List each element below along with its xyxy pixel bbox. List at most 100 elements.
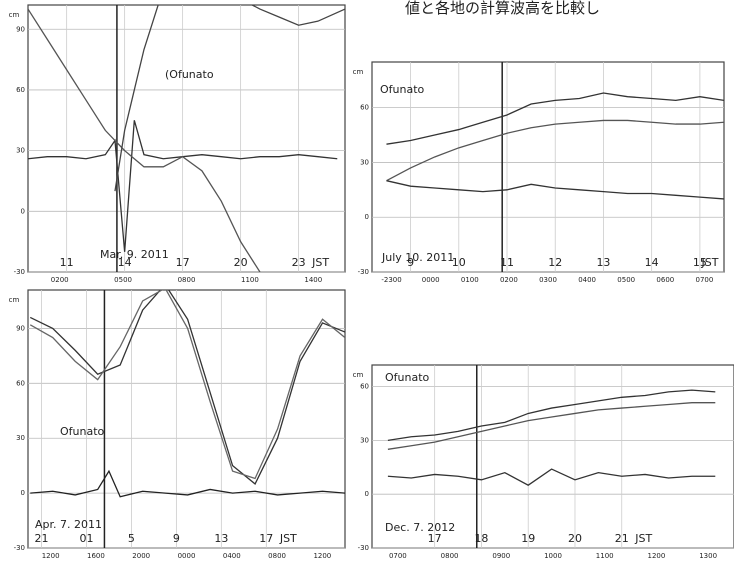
x-tick-label: 12 [548, 256, 562, 269]
x2-label: 1200 [313, 552, 331, 560]
x-tick-label: 21 [615, 532, 629, 545]
series-line [114, 5, 159, 192]
series-line [29, 290, 345, 480]
date-label: Apr. 7. 2011 [35, 518, 102, 531]
x-tick-label: 5 [128, 532, 135, 545]
y-unit: cm [353, 68, 364, 76]
x2-label: 1100 [241, 276, 259, 284]
station-label: (Ofunato [165, 68, 214, 81]
series-line [387, 402, 716, 450]
series-line [386, 180, 724, 200]
x-tick-label: 9 [173, 532, 180, 545]
series-line [30, 469, 345, 498]
y-tick-label: 60 [360, 104, 369, 112]
x-tick-label: 17 [176, 256, 190, 269]
x-tick-label: 13 [214, 532, 228, 545]
x-tick-label: 15 [693, 256, 707, 269]
y-tick-label: -30 [14, 544, 25, 552]
x2-label: 0400 [578, 276, 596, 284]
x2-label: 0500 [114, 276, 132, 284]
y-tick-label: 30 [16, 147, 25, 155]
x2-label: 2000 [132, 552, 150, 560]
x-tick-label: 23 [292, 256, 306, 269]
y-tick-label: 90 [16, 25, 25, 33]
x-tick-label: 21 [34, 532, 48, 545]
y-unit: cm [353, 371, 364, 379]
series-line [386, 92, 724, 145]
station-label: Ofunato [385, 371, 430, 384]
y-unit: cm [9, 296, 20, 304]
x-tick-label: 11 [500, 256, 514, 269]
y-tick-label: 30 [360, 158, 369, 166]
x2-label: 1200 [42, 552, 60, 560]
x-tick-label: 9 [407, 256, 414, 269]
x2-label: 0800 [441, 552, 459, 560]
x-tick-label: 18 [474, 532, 488, 545]
x-tick-label: 11 [60, 256, 74, 269]
x2-label: 0600 [656, 276, 674, 284]
y-tick-label: 0 [365, 490, 369, 498]
plot-frame [27, 4, 346, 273]
series-line [29, 290, 345, 485]
x-tick-label: 01 [79, 532, 93, 545]
time-zone: JST [311, 256, 329, 269]
x-tick-label: 13 [596, 256, 610, 269]
y-tick-label: -30 [358, 544, 369, 552]
x-tick-label: 17 [428, 532, 442, 545]
x2-label: 0500 [617, 276, 635, 284]
x2-label: 0700 [389, 552, 407, 560]
plot-frame [371, 61, 725, 273]
y-tick-label: -30 [358, 268, 369, 276]
x2-label: 0900 [492, 552, 510, 560]
y-tick-label: -30 [14, 268, 25, 276]
time-zone: JST [279, 532, 297, 545]
date-label: July 10. 2011 [381, 251, 454, 264]
station-label: Ofunato [60, 425, 105, 438]
series-line [386, 119, 724, 182]
series-line [250, 5, 345, 26]
x-tick-label: 17 [259, 532, 273, 545]
time-zone: JST [634, 532, 652, 545]
y-tick-label: 60 [16, 86, 25, 94]
y-tick-label: 30 [360, 436, 369, 444]
x-tick-label: 20 [568, 532, 582, 545]
station-label: Ofunato [380, 83, 425, 96]
x2-label: 1600 [87, 552, 105, 560]
series-line [387, 468, 716, 486]
x2-label: 1400 [304, 276, 322, 284]
x2-label: 0100 [461, 276, 479, 284]
x2-label: 1200 [648, 552, 666, 560]
series-line [28, 8, 261, 272]
caption: 値と各地の計算波高を比較し [405, 0, 600, 17]
date-label: Mar. 9. 2011 [100, 248, 169, 261]
time-zone: JST [701, 256, 719, 269]
x2-label: 0000 [178, 552, 196, 560]
x2-label: 1000 [544, 552, 562, 560]
y-tick-label: 60 [360, 383, 369, 391]
x-tick-label: 10 [452, 256, 466, 269]
series-line [387, 389, 716, 441]
y-tick-label: 0 [21, 207, 25, 215]
x2-label: -2300 [381, 276, 401, 284]
series-line [28, 120, 338, 252]
x-tick-label: 14 [645, 256, 659, 269]
date-label: Dec. 7. 2012 [385, 521, 455, 534]
x-tick-label: 19 [521, 532, 535, 545]
x2-label: 0300 [539, 276, 557, 284]
x-tick-label: 14 [118, 256, 132, 269]
y-tick-label: 90 [16, 324, 25, 332]
plot-frame [27, 289, 346, 549]
x-tick-label: 20 [234, 256, 248, 269]
x2-label: 0800 [178, 276, 196, 284]
y-unit: cm [9, 11, 20, 19]
x2-label: 0200 [51, 276, 69, 284]
x2-label: 0200 [500, 276, 518, 284]
y-tick-label: 0 [21, 489, 25, 497]
x2-label: 0700 [696, 276, 714, 284]
x2-label: 0800 [268, 552, 286, 560]
x2-label: 1300 [699, 552, 717, 560]
y-tick-label: 0 [365, 213, 369, 221]
x2-label: 0400 [223, 552, 241, 560]
x2-label: 0000 [422, 276, 440, 284]
